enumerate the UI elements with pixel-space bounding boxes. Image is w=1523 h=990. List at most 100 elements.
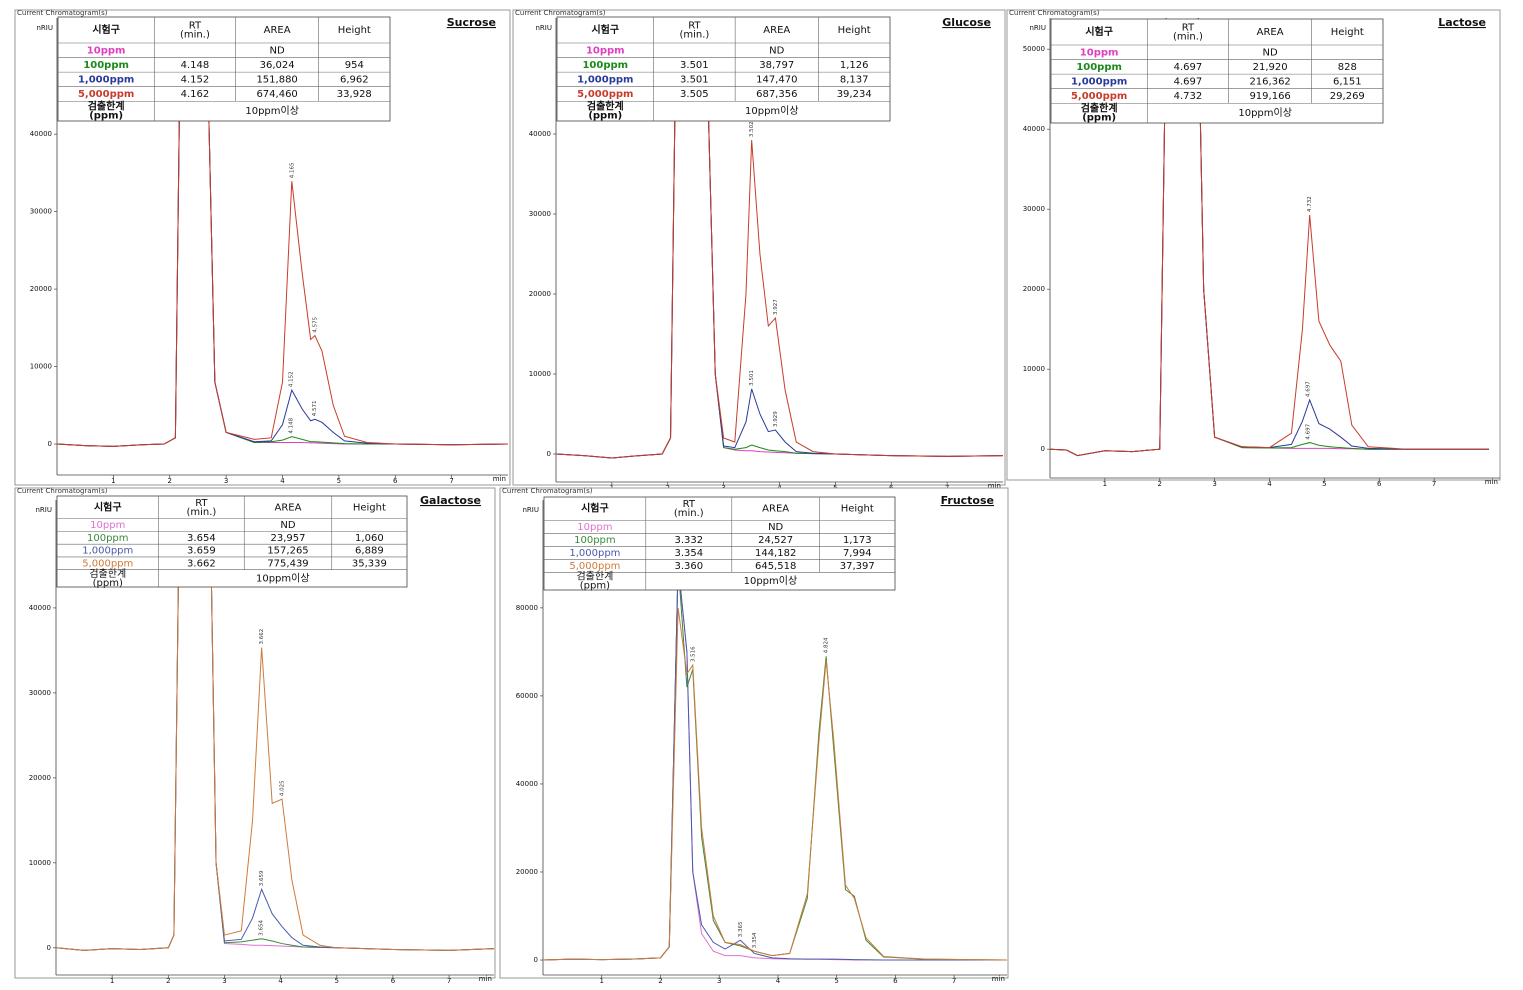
trace-line	[56, 500, 494, 951]
y-tick-label: 20000	[29, 774, 51, 782]
x-axis-label: min	[992, 975, 1005, 983]
table-cell: 6,962	[340, 74, 369, 85]
table-cell: 6,889	[355, 546, 384, 557]
table-frame	[56, 495, 408, 588]
table-cell: 시험구	[581, 502, 609, 515]
table-cell: 33,928	[337, 89, 372, 100]
x-tick-label: 1	[1103, 480, 1107, 488]
table-cell: 29,269	[1330, 91, 1365, 102]
table-cell: 4.697	[1174, 76, 1203, 87]
x-tick-label: 3	[1212, 480, 1216, 488]
table-cell: ND	[270, 45, 285, 56]
peak-label: 3.365	[738, 921, 744, 937]
table-cell: 144,182	[755, 548, 796, 559]
table-cell: Height	[838, 25, 871, 36]
table-cell: 시험구	[1085, 25, 1113, 38]
peak-label: 4.697	[1305, 423, 1311, 439]
x-tick-label: 4	[280, 477, 285, 485]
trace-line	[543, 607, 1007, 961]
x-tick-label: 7	[952, 977, 956, 985]
x-tick-label: 5	[834, 977, 838, 985]
x-tick-label: 7	[449, 477, 453, 485]
table-cell: 216,362	[1249, 76, 1290, 87]
y-axis-label: nRIU	[523, 506, 540, 514]
table-cell: 3.654	[187, 533, 216, 544]
table-cell: 157,265	[267, 546, 308, 557]
table-cell: (min.)	[186, 507, 216, 518]
chromatogram-panel: Current Chromatogram(s) nRIU min 0 10000 2000…	[512, 9, 1006, 492]
table-cell: 4.148	[181, 60, 210, 71]
peak-label: 3.927	[773, 299, 779, 315]
chromatogram-panel: Current Chromatogram(s) nRIU min 0 10000 2000…	[14, 487, 496, 985]
traces	[1050, 18, 1490, 457]
x-tick-label: 7	[1432, 480, 1436, 488]
x-tick-label: 2	[168, 477, 172, 485]
legend-label: 5,000ppm	[1071, 91, 1127, 102]
table-cell: 1,126	[840, 60, 869, 71]
table-cell: 검출한계	[576, 571, 613, 583]
y-tick-label: 60000	[516, 692, 538, 700]
table-cell: 687,356	[756, 89, 797, 100]
table-cell: Height	[841, 504, 874, 515]
peak-label: 4.697	[1305, 381, 1311, 397]
table-cell: RT	[195, 498, 208, 509]
table-frame	[57, 16, 391, 122]
legend-label: 1,000ppm	[78, 74, 134, 85]
x-tick-label: 2	[1158, 480, 1162, 488]
x-axis-label: min	[479, 975, 492, 983]
x-tick-label: 4	[776, 977, 781, 985]
table-cell: 6,151	[1333, 76, 1362, 87]
table-cell: 10ppm이상	[745, 105, 799, 117]
table-cell: 3.505	[680, 89, 709, 100]
table-cell: 38,797	[759, 60, 794, 71]
y-tick-label: 30000	[529, 210, 551, 218]
table-cell: 10ppm이상	[245, 105, 299, 117]
result-table: 시험구 RT(min.) AREA Height 10ppm ND 100ppm 3.332 2…	[543, 496, 896, 592]
legend-label: 10ppm	[1080, 47, 1119, 58]
peak-label: 4.571	[312, 400, 318, 416]
table-cell: (ppm)	[93, 578, 123, 589]
table-cell: 21,920	[1253, 62, 1288, 73]
y-tick-label: 0	[1041, 445, 1045, 453]
table-cell: (min.)	[1173, 32, 1203, 43]
trace-line	[556, 18, 1003, 459]
y-tick-label: 40000	[516, 780, 538, 788]
peak-label: 3.501	[749, 370, 755, 386]
table-cell: 검출한계	[587, 100, 624, 113]
table-cell: RT	[1182, 23, 1195, 34]
legend-label: 5,000ppm	[78, 89, 134, 100]
table-cell: ND	[280, 520, 295, 531]
chart-title: Lactose	[1438, 16, 1486, 29]
x-tick-label: 7	[447, 977, 451, 985]
traces	[57, 18, 508, 447]
table-cell: 시험구	[94, 500, 122, 513]
x-tick-label: 5	[335, 977, 339, 985]
x-tick-label: 3	[222, 977, 226, 985]
panel-caption: Current Chromatogram(s)	[17, 487, 108, 495]
peak-label: 3.929	[773, 411, 779, 427]
table-cell: 7,994	[843, 548, 872, 559]
peak-label: 4.575	[312, 316, 318, 332]
y-axis-label: nRIU	[1030, 24, 1047, 32]
y-tick-label: 40000	[529, 130, 551, 138]
peak-label: 4.732	[1307, 196, 1313, 212]
table-cell: 954	[345, 60, 364, 71]
panel-caption: Current Chromatogram(s)	[17, 9, 108, 17]
y-tick-label: 20000	[30, 285, 52, 293]
x-tick-label: 6	[393, 477, 398, 485]
table-cell: 37,397	[840, 561, 875, 572]
x-tick-label: 6	[391, 977, 396, 985]
table-cell: (ppm)	[1082, 113, 1116, 124]
table-frame	[543, 496, 896, 591]
y-tick-label: 10000	[29, 859, 51, 867]
chart-title: Glucose	[942, 16, 991, 29]
chart-title: Sucrose	[447, 16, 496, 29]
table-cell: 10ppm이상	[256, 572, 310, 584]
legend-label: 1,000ppm	[569, 548, 620, 559]
table-cell: 4.152	[181, 74, 210, 85]
table-cell: 3.662	[187, 558, 216, 569]
y-tick-label: 30000	[30, 208, 52, 216]
y-tick-label: 10000	[30, 363, 52, 371]
legend-label: 100ppm	[574, 535, 616, 546]
